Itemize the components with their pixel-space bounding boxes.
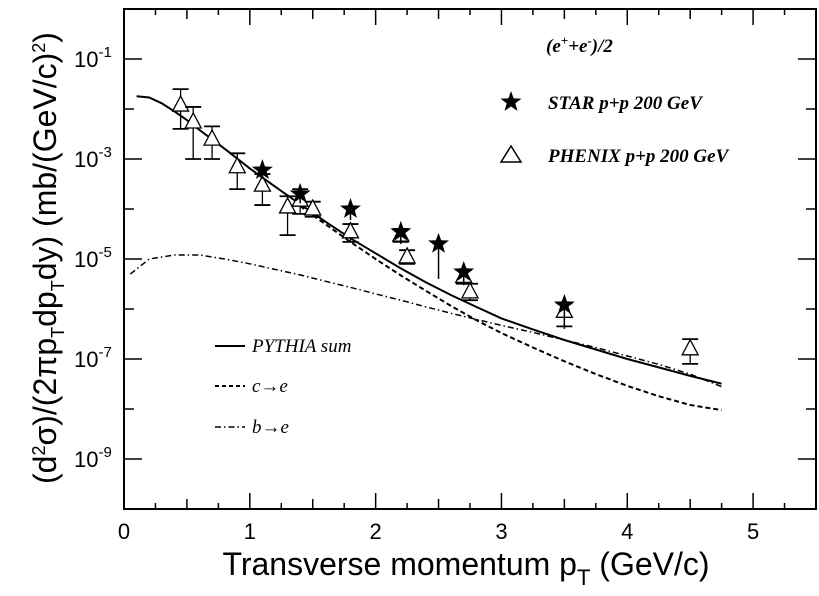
star-series bbox=[251, 159, 575, 329]
phenix-point bbox=[228, 156, 247, 174]
tick-labels: 0 1 2 3 4 5 10-9 10-7 10-5 10-3 10-1 bbox=[74, 44, 759, 544]
star-point bbox=[553, 294, 575, 314]
phenix-point bbox=[184, 111, 203, 129]
legend-star-marker bbox=[500, 91, 522, 111]
model-legend: PYTHIA sum c→e b→e bbox=[215, 336, 351, 438]
legend-pythia-label: PYTHIA sum bbox=[251, 336, 351, 357]
legend-phenix-label: PHENIX p+p 200 GeV bbox=[547, 146, 730, 167]
annotation-text: (e++e-)/2 bbox=[546, 33, 613, 57]
plot-frame bbox=[123, 8, 817, 510]
phenix-point bbox=[398, 246, 417, 264]
phenix-point bbox=[253, 174, 272, 192]
x-tick-label: 2 bbox=[370, 519, 382, 544]
legend-c-label: c→e bbox=[252, 376, 288, 397]
star-point bbox=[289, 182, 311, 203]
star-point bbox=[390, 220, 412, 241]
y-tick-label: 10-5 bbox=[74, 244, 112, 272]
legend-triangle-marker bbox=[499, 144, 523, 163]
x-tick-label: 5 bbox=[747, 519, 759, 544]
curve-solid bbox=[136, 95, 722, 385]
x-tick-label: 1 bbox=[244, 519, 256, 544]
x-axis-title: Transverse momentum pT (GeV/c) bbox=[222, 546, 709, 590]
phenix-point bbox=[341, 221, 360, 239]
data-legend: STAR p+p 200 GeV PHENIX p+p 200 GeV bbox=[499, 91, 730, 167]
phenix-series bbox=[171, 88, 700, 365]
phenix-point bbox=[171, 94, 190, 112]
phenix-point bbox=[303, 198, 322, 216]
phenix-point bbox=[460, 281, 480, 299]
y-tick-label: 10-1 bbox=[74, 44, 112, 72]
axis-ticks bbox=[123, 8, 817, 510]
star-point bbox=[340, 198, 361, 218]
star-point bbox=[428, 232, 449, 253]
y-tick-label: 10-7 bbox=[74, 344, 112, 372]
legend-b-label: b→e bbox=[252, 417, 289, 438]
y-tick-label: 10-3 bbox=[74, 144, 112, 172]
model-curves bbox=[129, 95, 722, 412]
phenix-point bbox=[681, 338, 700, 356]
star-point bbox=[251, 159, 273, 179]
star-point bbox=[453, 261, 475, 281]
curve-dashdot bbox=[129, 254, 722, 388]
y-axis-title: (d2σ)/(2πpTdpTdy) (mb/(GeV/c)2) bbox=[27, 32, 68, 484]
y-tick-label: 10-9 bbox=[74, 444, 112, 472]
curve-dashed bbox=[299, 205, 722, 412]
legend-star-label: STAR p+p 200 GeV bbox=[548, 93, 703, 114]
x-tick-label: 3 bbox=[495, 519, 507, 544]
phenix-point bbox=[278, 196, 297, 214]
phenix-point bbox=[202, 128, 222, 146]
x-tick-label: 0 bbox=[118, 519, 130, 544]
x-tick-label: 4 bbox=[621, 519, 633, 544]
